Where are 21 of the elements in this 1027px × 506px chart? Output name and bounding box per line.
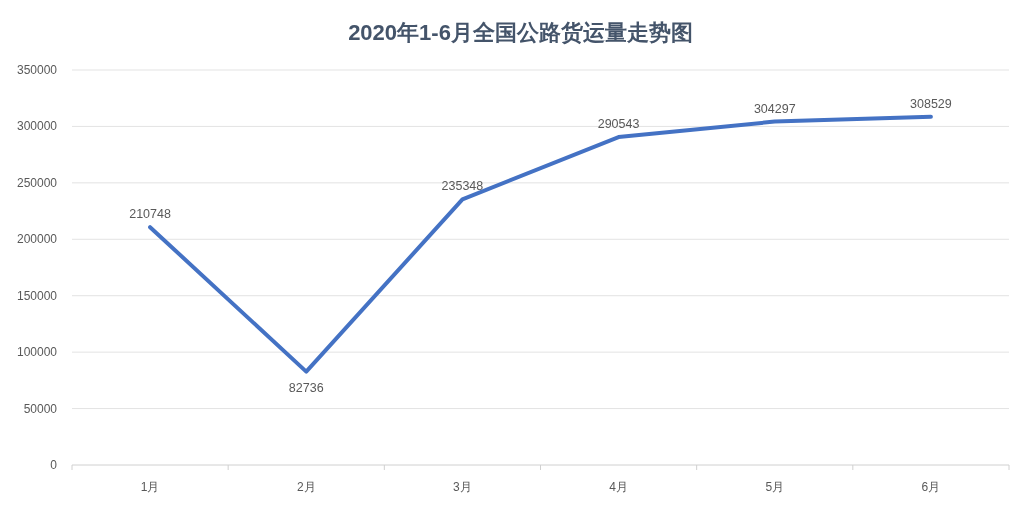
x-tick-label: 5月	[765, 480, 785, 494]
data-label: 235348	[441, 179, 484, 194]
x-tick-label: 3月	[453, 480, 472, 494]
y-tick-label: 300000	[16, 119, 58, 134]
data-label: 308529	[910, 96, 952, 111]
x-tick-label: 4月	[609, 480, 628, 494]
data-label: 210748	[129, 207, 171, 222]
y-tick-label: 200000	[16, 232, 58, 247]
y-tick-label: 50000	[23, 401, 58, 416]
y-tick-label: 350000	[16, 63, 58, 77]
y-tick-label: 0	[50, 458, 58, 472]
data-label: 304297	[753, 101, 796, 116]
x-tick-label: 6月	[921, 480, 941, 494]
data-label: 82736	[288, 380, 324, 395]
y-tick-label: 100000	[16, 345, 58, 360]
x-tick-label: 2月	[296, 480, 316, 494]
x-tick-label: 1月	[140, 480, 160, 494]
y-tick-label: 250000	[16, 175, 58, 190]
chart-title: 2020年1-6月全国公路货运量走势图	[348, 20, 693, 45]
data-label: 290543	[597, 117, 640, 132]
y-tick-label: 150000	[16, 288, 58, 303]
